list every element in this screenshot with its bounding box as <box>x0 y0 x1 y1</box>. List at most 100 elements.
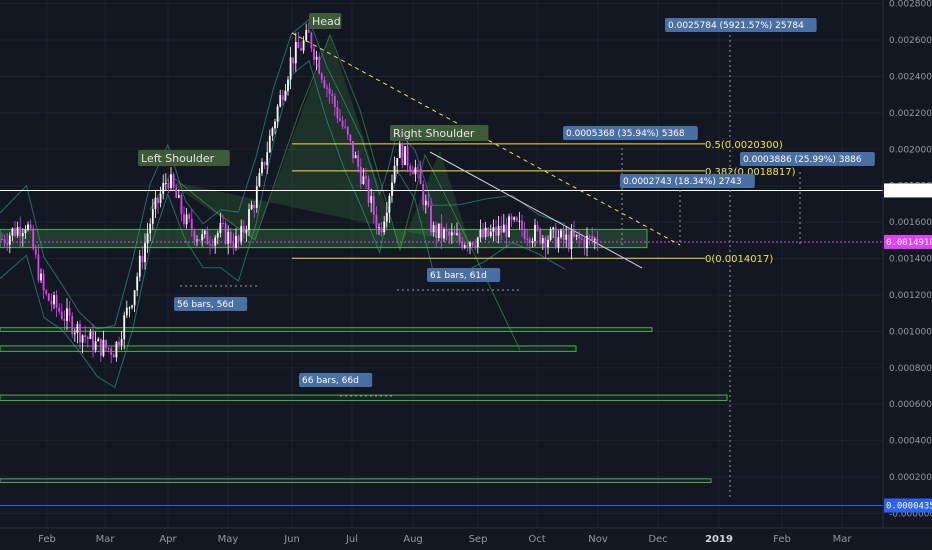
candle-body <box>279 95 282 107</box>
candle-body <box>424 200 427 206</box>
candle-body <box>315 56 318 60</box>
candle-body <box>515 217 518 221</box>
measurement-label: 0.0003886 (25.99%) 3886 <box>743 155 862 165</box>
right-shoulder-label: Right Shoulder <box>393 127 475 140</box>
candle-body <box>344 126 347 128</box>
candle-body <box>417 167 419 169</box>
candle-body <box>66 308 68 321</box>
candle-body <box>255 186 258 208</box>
support-zone <box>0 478 712 483</box>
candle-body <box>274 121 276 129</box>
x-tick-label: Aug <box>403 534 423 545</box>
x-tick-label: Feb <box>38 534 56 545</box>
candle-body <box>466 245 469 247</box>
candle-body <box>471 242 474 246</box>
candle-body <box>92 331 94 351</box>
candle-body <box>414 167 417 175</box>
candle-body <box>94 341 97 351</box>
y-tick-label: 0.0002000 <box>889 473 932 483</box>
candle-body <box>115 341 118 358</box>
candle-body <box>593 238 596 241</box>
price-badges: 0.0017740 0.0014910 0.0000435 <box>884 183 932 513</box>
candle-body <box>284 90 287 101</box>
candle-body <box>164 182 167 184</box>
candle-body <box>237 235 240 242</box>
candle-body <box>510 216 513 220</box>
candle-body <box>50 300 53 305</box>
candle-body <box>125 307 128 316</box>
candle-body <box>583 238 586 249</box>
candle-body <box>341 120 344 127</box>
candle-body <box>586 235 588 249</box>
candle-body <box>146 233 149 244</box>
candle-body <box>281 95 284 101</box>
candle-body <box>47 293 50 301</box>
candle-body <box>120 339 123 346</box>
candle-body <box>549 229 552 240</box>
support-zone <box>0 327 653 332</box>
x-tick-label: Mar <box>833 534 853 545</box>
candle-body <box>222 222 224 224</box>
candle-body <box>271 128 274 136</box>
candle-body <box>118 341 120 346</box>
candle-body <box>84 335 87 338</box>
candle-body <box>55 295 58 308</box>
candle-body <box>294 41 297 64</box>
candle-body <box>297 41 300 49</box>
candle-body <box>396 158 399 166</box>
candle-body <box>505 224 508 237</box>
candle-body <box>531 241 534 243</box>
candle-body <box>86 337 89 339</box>
measurement-label: 56 bars, 56d <box>177 300 234 310</box>
candle-body <box>102 339 105 356</box>
candle-body <box>242 226 245 233</box>
candle-body <box>461 240 464 248</box>
price-badge: 0.0014910 <box>886 238 932 248</box>
candle-body <box>513 217 516 220</box>
candle-body <box>289 57 292 80</box>
candle-body <box>339 118 341 121</box>
candle-body <box>185 214 188 225</box>
candle-body <box>21 232 24 237</box>
candle-body <box>110 348 113 355</box>
candle-body <box>354 155 357 159</box>
candle-body <box>557 237 560 248</box>
measurement-label-bg <box>665 18 817 32</box>
candle-body <box>45 290 48 294</box>
candle-body <box>336 107 339 119</box>
candle-body <box>357 155 360 167</box>
candle-body <box>349 134 352 142</box>
candle-body <box>263 161 266 166</box>
candle-body <box>367 178 370 203</box>
measurement-label: 0.0002743 (18.34%) 2743 <box>623 177 742 187</box>
candle-body <box>175 187 178 198</box>
candle-body <box>232 243 235 248</box>
candle-body <box>591 236 594 241</box>
candle-body <box>188 214 191 219</box>
candle-body <box>42 273 45 291</box>
candle-body <box>99 338 102 356</box>
candle-body <box>573 230 575 237</box>
candle-body <box>63 318 66 321</box>
candle-body <box>149 223 152 234</box>
x-tick-label: Jul <box>345 534 358 545</box>
candle-body <box>484 227 487 238</box>
candle-body <box>448 231 451 236</box>
candle-body <box>177 194 180 198</box>
candle-body <box>479 229 482 238</box>
candle-body <box>79 324 81 343</box>
candle-body <box>136 276 139 291</box>
candle-body <box>183 214 185 225</box>
candle-body <box>206 230 209 245</box>
candle-body <box>313 48 315 60</box>
candle-body <box>112 354 115 358</box>
candle-body <box>307 30 310 33</box>
measurement-label: 61 bars, 61d <box>430 271 487 281</box>
candle-body <box>193 230 196 241</box>
